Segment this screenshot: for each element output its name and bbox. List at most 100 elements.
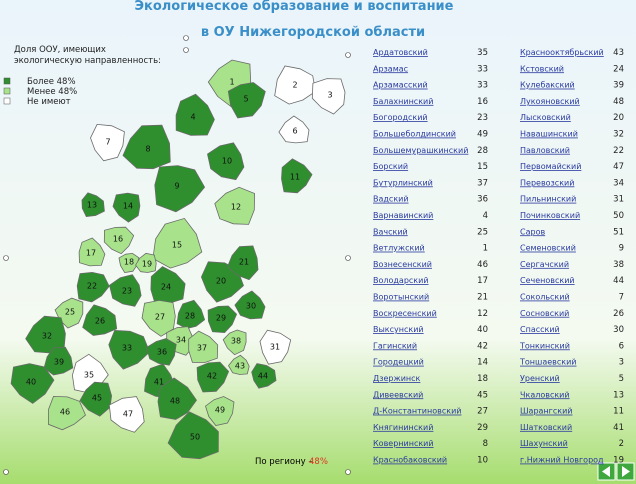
region-label: 17 [86,249,96,258]
district-name: Ковернинский [373,439,434,448]
nav-next-icon [622,466,630,477]
map-region [259,329,292,365]
map-region [82,304,118,336]
district-number: 50 [613,211,624,221]
district-name: Дзержинск [373,374,421,383]
map-region [122,124,171,170]
map-region [81,192,105,218]
district-number: 25 [477,227,488,237]
region-label: 18 [124,258,134,267]
district-name: Чкаловский [520,390,570,399]
map-region [227,245,259,281]
region-label: 45 [92,394,102,403]
region-label: 36 [157,348,167,357]
district-name: Варнавинский [373,211,433,220]
footer-value: 48% [309,457,328,467]
district-name: Пильнинский [520,195,576,204]
district-name: Уренский [520,374,560,383]
region-label: 3 [327,91,332,100]
district-name: Ветлужский [373,244,425,253]
region-label: 38 [231,337,241,346]
district-number: 28 [477,146,488,156]
region-label: 43 [235,362,245,371]
district-number: 4 [483,211,488,221]
region-label: 42 [207,372,217,381]
map-region [196,361,230,393]
district-name: Бутурлинский [373,178,433,187]
legend-label: Не имеют [27,97,71,107]
region-label: 22 [87,282,97,291]
district-name: Краснобаковский [373,456,447,465]
region-label: 24 [161,283,171,292]
district-name: Починковский [520,211,580,220]
district-name: Кстовский [520,64,564,73]
district-name: Шарангский [520,407,573,416]
region-label: 33 [122,344,132,353]
district-name: Сеченовский [520,276,575,285]
district-name: Большемурашкинский [373,146,468,155]
region-label: 9 [174,182,179,191]
region-label: 7 [105,138,110,147]
map-region [25,315,66,354]
map-region [141,299,176,337]
district-number: 44 [613,276,624,286]
handle [3,469,9,475]
district-number: 29 [477,423,488,433]
map-region [79,381,113,417]
district-number: 42 [477,341,488,351]
district-name: Вадский [373,195,409,204]
map-region [47,395,86,431]
district-number: 37 [477,178,488,188]
district-number: 13 [613,390,624,400]
map-region [207,305,238,334]
region-label: 10 [222,157,232,166]
district-number: 12 [477,309,488,319]
legend-label: Менее 48% [27,87,77,97]
map-region [78,237,106,267]
handle [183,47,189,53]
region-label: 23 [122,287,132,296]
district-name: Богородский [373,113,428,122]
district-name: Лукояновский [520,97,580,106]
district-name: Навашинский [520,130,578,139]
district-number: 3 [619,358,624,368]
region-label: 1 [229,78,234,87]
district-number: 9 [619,244,624,254]
district-name: Вачский [373,227,408,236]
district-name: Дивеевский [373,390,423,399]
region-label: 4 [190,113,195,122]
district-name: Володарский [373,276,429,285]
district-name: Тоншаевский [519,358,577,367]
map-region [135,252,157,273]
region-label: 25 [65,308,75,317]
district-number: 49 [477,130,488,140]
district-number: 38 [613,260,624,270]
district-name: Гагинский [373,341,417,350]
district-name: Городецкий [373,358,424,367]
district-number: 24 [613,64,624,74]
district-name: Первомайский [520,162,581,171]
district-number: 10 [477,456,488,466]
district-number: 7 [619,293,624,303]
handle [3,255,9,261]
district-name: Борский [373,162,408,171]
district-name: Лысковский [520,113,571,122]
map-region [103,226,135,255]
region-label: 13 [87,201,97,210]
footer-label: По региону – [255,457,313,467]
map-region [76,271,110,303]
district-name: Арзамасский [373,81,428,90]
region-label: 31 [270,343,280,352]
district-name: Княгининский [373,423,433,432]
map-region [251,363,277,389]
legend-label: Более 48% [27,77,76,87]
map-region [227,82,266,119]
region-label: 50 [190,433,200,442]
district-number: 8 [483,439,488,449]
district-number: 17 [477,276,488,286]
map-region [278,115,310,144]
district-number: 35 [477,48,488,58]
map-region [43,346,74,376]
district-number: 22 [613,146,624,156]
region-label: 35 [84,371,94,380]
